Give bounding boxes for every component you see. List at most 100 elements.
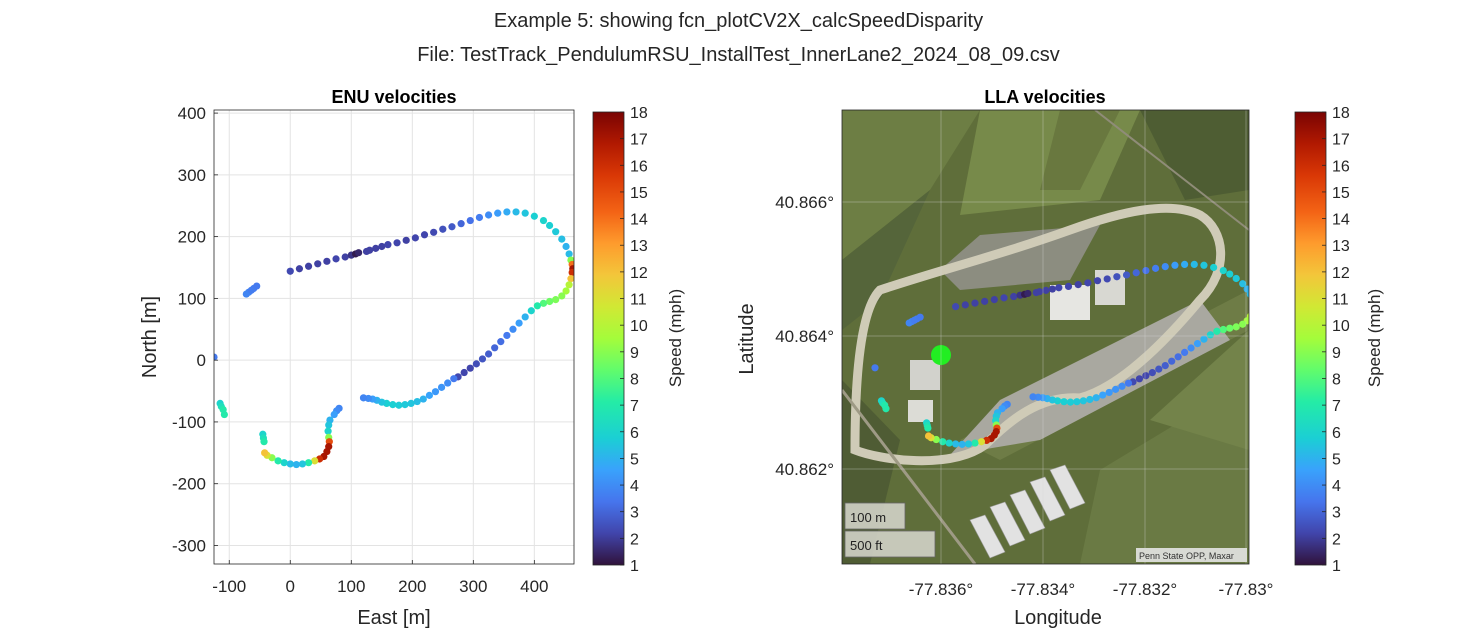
lla-scatter <box>871 260 1258 448</box>
enu-data-point <box>384 241 392 249</box>
enu-data-point <box>562 287 570 295</box>
lla-ytick-label: 40.864° <box>775 327 834 346</box>
lla-data-point <box>971 439 979 447</box>
enu-data-point <box>527 307 535 315</box>
lla-xtick-label: -77.836° <box>909 580 973 599</box>
enu-ytick-label: 100 <box>178 289 206 308</box>
enu-plot-area <box>214 110 574 564</box>
enu-colorbar-tick-label: 17 <box>630 132 648 149</box>
lla-data-point <box>1251 301 1258 308</box>
enu-data-point <box>491 344 499 352</box>
enu-data-point <box>568 268 574 277</box>
lla-colorbar-gradient <box>1294 111 1327 566</box>
lla-data-point <box>1103 275 1111 283</box>
enu-xlabel: East [m] <box>357 607 430 629</box>
lla-colorbar-tick-label: 3 <box>1332 505 1341 522</box>
enu-data-point <box>450 375 458 383</box>
enu-data-point <box>539 299 548 307</box>
lla-data-point <box>1232 323 1240 331</box>
lla-data-point <box>958 440 966 448</box>
enu-grid <box>214 110 574 564</box>
enu-ytick-label: 400 <box>178 104 206 123</box>
lla-data-point <box>1024 289 1032 298</box>
lla-data-point <box>1226 324 1234 332</box>
enu-data-point <box>472 360 480 368</box>
enu-data-point <box>494 209 502 217</box>
enu-data-point <box>420 231 429 239</box>
lla-colorbar-tick-label: 1 <box>1332 558 1341 575</box>
enu-data-point <box>437 383 446 391</box>
enu-colorbar-tick-label: 3 <box>630 505 639 522</box>
lla-data-point <box>1093 277 1102 285</box>
lla-data-point <box>1213 327 1221 335</box>
enu-data-point <box>311 457 319 465</box>
enu-data-point <box>330 410 338 419</box>
enu-colorbar-tick-label: 5 <box>630 451 639 468</box>
enu-data-point <box>484 350 493 358</box>
lla-colorbar-tick-label: 4 <box>1332 478 1341 495</box>
lla-data-point <box>1118 382 1126 390</box>
enu-colorbar-tick-label: 16 <box>630 158 648 175</box>
lla-ytick-label: 40.866° <box>775 193 834 212</box>
enu-data-point <box>298 460 307 468</box>
enu-ytick-label: -300 <box>172 536 206 555</box>
lla-colorbar-tick-label: 17 <box>1332 132 1350 149</box>
lla-data-point <box>1060 398 1068 406</box>
lla-axes: 100 m 500 ft Penn State OPP, Maxar -77.8… <box>736 87 1274 629</box>
lla-data-point <box>1035 288 1044 296</box>
lla-data-point <box>1168 357 1176 365</box>
lla-data-point <box>1064 282 1073 290</box>
enu-data-point <box>292 460 300 469</box>
enu-title: ENU velocities <box>331 87 456 107</box>
enu-data-point <box>533 302 541 310</box>
figure-title-line2: File: TestTrack_PendulumRSU_InstallTest_… <box>417 44 1060 66</box>
lla-data-point <box>871 364 879 372</box>
enu-data-point <box>503 208 511 216</box>
lla-xtick-label: -77.832° <box>1113 580 1177 599</box>
lla-data-point <box>882 405 890 413</box>
enu-colorbar-label: Speed (mph) <box>666 289 685 387</box>
scale-bar-feet: 500 ft <box>850 538 883 553</box>
enu-xtick-label: 400 <box>520 577 548 596</box>
enu-data-point <box>402 236 410 244</box>
lla-data-point <box>990 296 998 304</box>
enu-data-point <box>304 262 313 270</box>
enu-data-point <box>286 267 294 275</box>
enu-data-point <box>304 459 313 467</box>
lla-data-point <box>1174 353 1182 361</box>
lla-data-point <box>1074 281 1082 289</box>
lla-ticks: -77.836° -77.834° -77.832° -77.83° 40.862° 40… <box>775 193 1273 599</box>
enu-colorbar-tick-label: 15 <box>630 185 648 202</box>
lla-data-point <box>1122 271 1131 279</box>
lla-data-point <box>1000 294 1008 302</box>
lla-colorbar-tick-label: 6 <box>1332 425 1341 442</box>
enu-data-point <box>413 397 421 406</box>
enu-data-point <box>372 244 380 252</box>
lla-data-point <box>1187 344 1195 352</box>
enu-colorbar-tick-label: 11 <box>630 292 647 309</box>
enu-data-point <box>503 331 511 340</box>
enu-ytick-label: 300 <box>178 166 206 185</box>
lla-data-point <box>1099 391 1107 399</box>
lla-data-point <box>1105 388 1113 397</box>
lla-data-point <box>1132 269 1140 277</box>
lla-grid <box>842 110 1249 564</box>
enu-colorbar-tick-label: 18 <box>630 105 648 122</box>
enu-data-point <box>545 221 554 230</box>
lla-data-point <box>1206 331 1214 339</box>
enu-colorbar-gradient <box>592 111 625 566</box>
lla-data-point <box>1092 394 1100 402</box>
lla-data-point <box>1193 340 1202 348</box>
enu-data-point <box>567 275 574 283</box>
enu-colorbar-tick-label: 1 <box>630 558 639 575</box>
enu-data-point <box>395 401 403 409</box>
enu-data-point <box>411 234 419 242</box>
lla-data-point <box>1135 375 1144 383</box>
enu-data-point <box>295 265 304 273</box>
lla-data-point <box>924 424 932 432</box>
lla-data-point <box>1161 362 1169 370</box>
enu-data-point <box>407 399 415 408</box>
lla-data-point <box>1219 266 1227 275</box>
lla-data-point <box>1029 393 1037 401</box>
